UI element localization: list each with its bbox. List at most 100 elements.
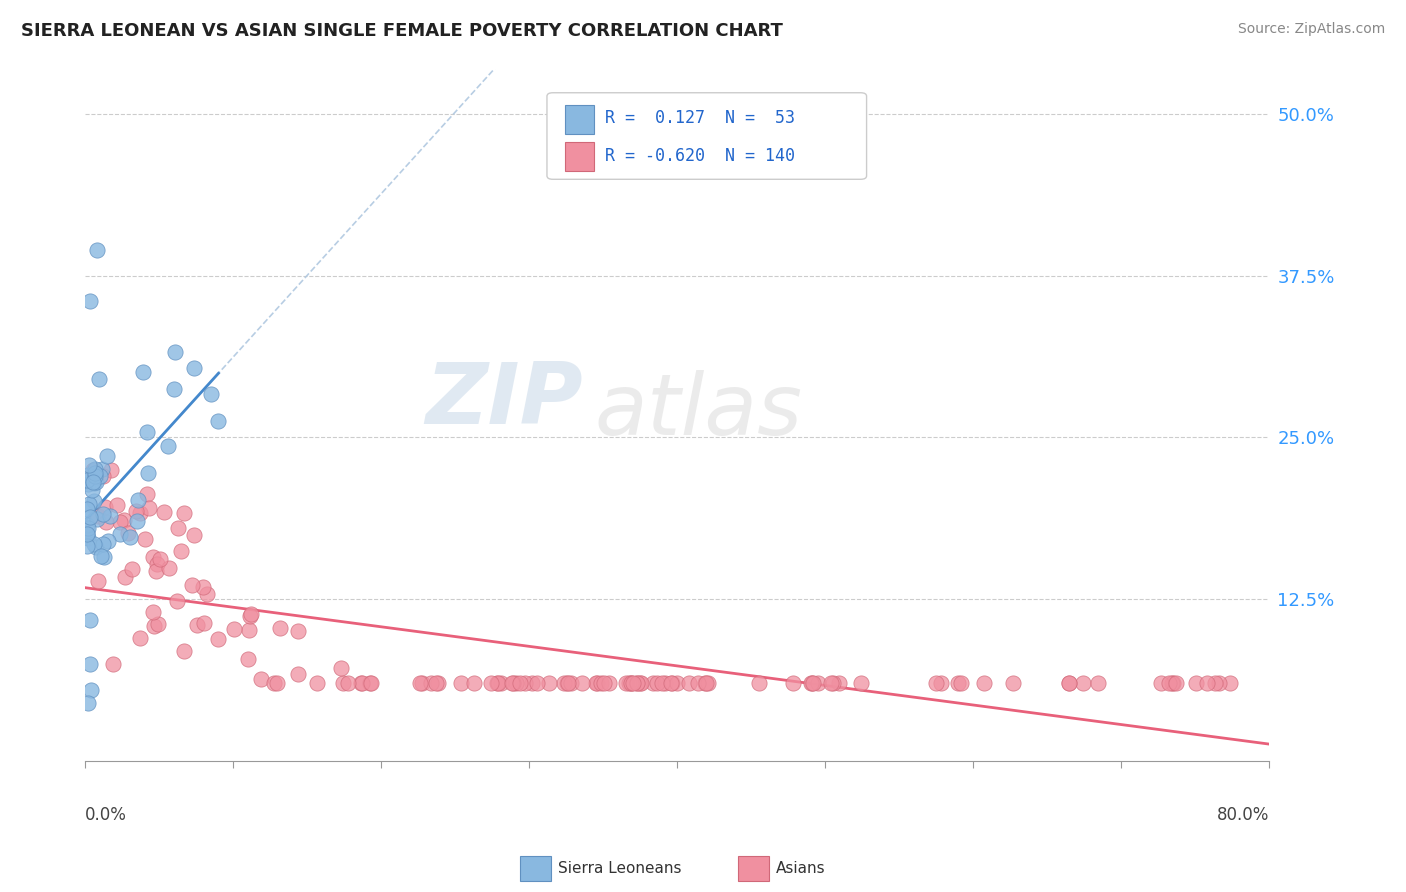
Point: [163, 345, 186, 359]
Point: [1219, 676, 1241, 690]
Point: [100, 463, 122, 477]
Point: [80, 682, 103, 697]
Point: [108, 515, 131, 529]
Point: [108, 526, 131, 541]
Point: [128, 631, 150, 645]
Point: [238, 624, 260, 638]
Point: [93, 537, 115, 551]
Point: [157, 439, 180, 453]
Point: [557, 676, 579, 690]
Point: [501, 676, 523, 690]
Text: R = -0.620  N = 140: R = -0.620 N = 140: [605, 147, 794, 165]
Point: [1164, 676, 1187, 690]
Point: [1157, 676, 1180, 690]
Point: [86, 512, 108, 526]
Point: [411, 676, 433, 690]
Point: [505, 676, 527, 690]
Point: [526, 676, 548, 690]
Point: [479, 676, 502, 690]
Text: Asians: Asians: [776, 862, 825, 876]
Point: [128, 506, 150, 520]
Point: [509, 676, 531, 690]
Point: [621, 676, 644, 690]
Point: [697, 676, 720, 690]
Point: [1184, 676, 1206, 690]
Point: [125, 504, 148, 518]
Point: [1195, 676, 1218, 690]
Point: [135, 487, 157, 501]
Point: [350, 676, 373, 690]
Point: [332, 676, 354, 690]
Point: [153, 505, 176, 519]
Point: [619, 676, 641, 690]
Point: [489, 676, 512, 690]
Point: [807, 676, 830, 690]
Point: [678, 676, 700, 690]
Point: [360, 676, 382, 690]
Point: [520, 676, 543, 690]
Point: [87, 372, 110, 386]
Point: [84, 468, 107, 483]
Point: [134, 533, 156, 547]
Point: [800, 676, 823, 690]
Point: [94, 515, 117, 529]
Point: [76, 473, 98, 487]
Point: [112, 513, 135, 527]
Point: [173, 644, 195, 658]
Point: [138, 500, 160, 515]
Point: [93, 549, 115, 564]
Point: [571, 676, 593, 690]
Point: [946, 676, 969, 690]
Point: [136, 467, 159, 481]
Point: [83, 475, 105, 490]
Point: [94, 500, 117, 515]
Point: [239, 609, 262, 624]
Point: [120, 530, 142, 544]
Point: [266, 676, 288, 690]
Point: [486, 676, 509, 690]
Text: 0.0%: 0.0%: [86, 805, 127, 824]
Point: [91, 462, 114, 476]
Point: [801, 676, 824, 690]
Point: [89, 469, 111, 483]
Point: [823, 676, 845, 690]
Point: [665, 676, 688, 690]
Point: [628, 676, 651, 690]
Point: [925, 676, 948, 690]
Point: [630, 676, 652, 690]
Point: [748, 676, 770, 690]
Point: [114, 570, 136, 584]
Point: [76, 518, 98, 533]
Text: SIERRA LEONEAN VS ASIAN SINGLE FEMALE POVERTY CORRELATION CHART: SIERRA LEONEAN VS ASIAN SINGLE FEMALE PO…: [21, 22, 783, 40]
Point: [659, 676, 682, 690]
Point: [929, 676, 952, 690]
Point: [80, 483, 103, 498]
Point: [949, 676, 972, 690]
Point: [643, 676, 665, 690]
Point: [83, 462, 105, 476]
Point: [1057, 676, 1080, 690]
Point: [200, 387, 222, 401]
Point: [1150, 676, 1173, 690]
Point: [239, 607, 262, 621]
Point: [79, 510, 101, 524]
Point: [236, 652, 259, 666]
Point: [195, 587, 218, 601]
Point: [79, 613, 101, 627]
Point: [450, 676, 472, 690]
Point: [77, 468, 100, 483]
Point: [77, 498, 100, 512]
Point: [651, 676, 673, 690]
FancyBboxPatch shape: [547, 93, 866, 179]
Point: [828, 676, 851, 690]
Point: [98, 508, 121, 523]
Point: [207, 414, 229, 428]
Point: [538, 676, 561, 690]
Point: [183, 361, 205, 376]
Point: [76, 525, 98, 540]
Point: [1071, 676, 1094, 690]
Point: [76, 539, 98, 553]
Point: [136, 425, 159, 440]
Text: 80.0%: 80.0%: [1216, 805, 1270, 824]
Point: [77, 531, 100, 545]
